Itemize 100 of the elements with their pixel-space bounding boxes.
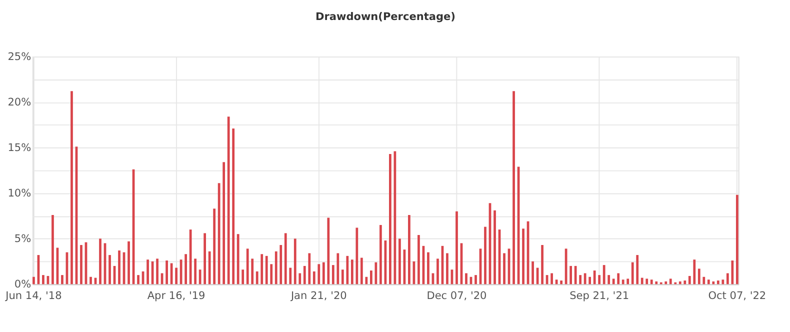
x-tick-label: Jun 14, '18 [4, 290, 62, 302]
bar [408, 214, 410, 284]
bar [90, 276, 92, 284]
bar [346, 256, 349, 284]
bar [541, 245, 544, 284]
bar [137, 275, 140, 284]
bar [532, 261, 534, 284]
bar [570, 266, 572, 284]
bar [341, 270, 344, 284]
bar [707, 280, 710, 284]
bar [379, 224, 382, 284]
bar [198, 270, 202, 284]
bar [146, 260, 149, 284]
bar [175, 268, 178, 284]
bar [702, 276, 706, 284]
bar [655, 281, 658, 284]
bar [588, 276, 592, 284]
bar [332, 265, 334, 284]
bar [318, 264, 320, 284]
bar [303, 266, 306, 284]
bar [118, 250, 120, 284]
bar [384, 240, 387, 284]
bar [308, 253, 311, 284]
bar [213, 208, 216, 284]
chart-title: Drawdown(Percentage) [315, 11, 456, 24]
bar [222, 162, 226, 284]
bar [512, 91, 515, 284]
bar [722, 280, 724, 284]
bar [398, 238, 401, 284]
bar [70, 91, 73, 284]
bar [256, 271, 258, 284]
x-tick-label: Oct 07, '22 [708, 290, 766, 302]
bar [456, 211, 458, 284]
bar [446, 253, 448, 284]
bar [260, 254, 264, 284]
bar [370, 270, 372, 284]
bar [360, 258, 363, 284]
bar [693, 260, 696, 284]
bar [678, 281, 682, 284]
bar [280, 245, 282, 284]
x-tick-label: Dec 07, '20 [426, 290, 487, 302]
bar [52, 214, 54, 284]
bar [327, 218, 330, 284]
bar [550, 273, 553, 284]
bar [365, 276, 368, 284]
x-tick-label: Jan 21, '20 [290, 290, 347, 302]
y-tick-label: 20% [8, 96, 32, 108]
bar [322, 262, 325, 284]
bar [312, 271, 316, 284]
bar [184, 254, 187, 284]
bar [494, 210, 496, 284]
y-tick-label: 25% [8, 50, 32, 63]
bar [128, 241, 130, 284]
bar [560, 280, 562, 284]
bar [32, 276, 35, 284]
bar [194, 258, 196, 284]
bar [108, 255, 111, 284]
bar [436, 258, 439, 284]
bar [204, 233, 206, 284]
bar [427, 252, 430, 284]
bar [208, 251, 211, 284]
bar [712, 281, 715, 284]
bar [598, 275, 601, 284]
x-tick-label: Apr 16, '19 [147, 290, 206, 302]
bar [251, 258, 254, 284]
bar [156, 258, 158, 284]
bar [622, 280, 624, 284]
bar [298, 273, 302, 284]
bar [80, 245, 82, 284]
y-tick-label: 0% [14, 278, 32, 291]
bar [726, 273, 729, 284]
bar [522, 228, 524, 284]
bar [716, 280, 720, 284]
bar [61, 275, 64, 284]
bar [688, 276, 691, 284]
bar [294, 238, 296, 284]
y-tick-label: 10% [8, 187, 32, 200]
bar [246, 248, 249, 284]
bar [166, 260, 168, 284]
bar [664, 281, 668, 284]
bar [640, 278, 644, 284]
bar [356, 228, 358, 284]
bar [612, 278, 615, 284]
bar [593, 270, 596, 284]
bar [465, 273, 468, 284]
bar [242, 270, 244, 284]
bar [617, 273, 620, 284]
bar [270, 264, 273, 284]
y-tick-label: 5% [14, 232, 32, 245]
bar [274, 251, 278, 284]
bar [608, 275, 610, 284]
bar [284, 233, 287, 284]
bar [227, 116, 230, 284]
bar [602, 265, 606, 284]
bar [289, 268, 292, 284]
bar [646, 278, 648, 284]
bar [631, 262, 634, 284]
x-tick-label: Sep 21, '21 [570, 290, 630, 302]
bar [474, 275, 477, 284]
bar [584, 273, 586, 284]
